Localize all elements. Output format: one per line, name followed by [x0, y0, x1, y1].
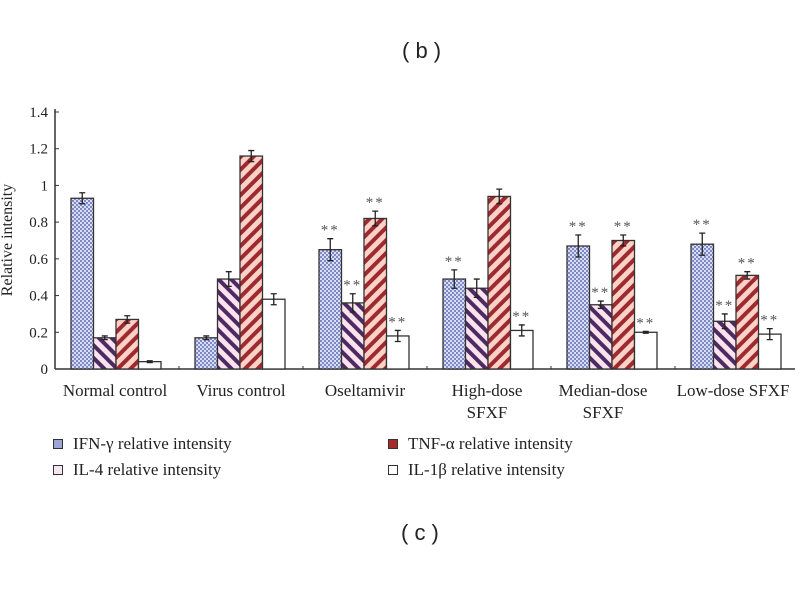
x-tick-label: Median-dose: [559, 381, 648, 400]
significance-label: **: [445, 254, 464, 270]
bar: [566, 245, 591, 370]
legend-item-tnf-alpha: TNF-α relative intensity: [388, 434, 573, 454]
significance-label: **: [343, 278, 362, 294]
error-bar: [744, 271, 751, 280]
x-tick-label: Oseltamivir: [325, 381, 406, 400]
bar: [442, 278, 467, 370]
significance-label: **: [569, 219, 588, 235]
error-bar: [721, 313, 728, 330]
error-bar: [270, 293, 277, 306]
bar: [735, 274, 760, 370]
x-tick-label: High-dose: [452, 381, 523, 400]
error-bar: [349, 293, 356, 313]
bar: [70, 197, 95, 370]
bar: [690, 243, 715, 370]
error-bar: [642, 330, 649, 334]
x-tick-label: SFXF: [583, 403, 624, 422]
bar: [261, 298, 286, 370]
error-bar: [101, 335, 108, 341]
error-bar: [327, 238, 334, 262]
legend-label: IL-4 relative intensity: [73, 460, 222, 479]
x-tick-label: Low-dose SFXF: [677, 381, 790, 400]
y-tick-label: 0.6: [29, 252, 48, 268]
significance-label: **: [614, 219, 633, 235]
error-bar: [79, 192, 86, 205]
error-bar: [248, 149, 255, 163]
top-panel-label: ( b ): [402, 38, 442, 63]
bar: [92, 337, 117, 370]
y-tick-label: 1.4: [29, 105, 48, 121]
bar: [611, 239, 636, 370]
legend-swatch-icon: [388, 439, 398, 449]
legend-item-ifn-gamma: IFN-γ relative intensity: [53, 434, 232, 454]
y-tick-label: 0.8: [29, 215, 48, 231]
y-tick-label: 0.2: [29, 325, 48, 341]
error-bar: [225, 271, 232, 288]
bar: [239, 155, 264, 370]
error-bar: [124, 315, 131, 324]
legend-item-il-1beta: IL-1β relative intensity: [388, 460, 565, 480]
error-bar: [518, 324, 525, 337]
bar: [340, 302, 365, 370]
significance-label: **: [636, 315, 655, 331]
panel-label: ( c ): [401, 520, 439, 545]
y-axis-label: Relative intensity: [0, 184, 16, 296]
legend-label: IL-1β relative intensity: [408, 460, 565, 479]
significance-label: **: [512, 309, 531, 325]
legend-swatch-icon: [53, 439, 63, 449]
error-bar: [496, 188, 503, 205]
bar: [194, 337, 219, 370]
bar: [588, 304, 613, 370]
error-bar: [620, 234, 627, 247]
legend-swatch-icon: [388, 465, 398, 475]
bar: [115, 318, 140, 370]
x-tick-label: Normal control: [63, 381, 168, 400]
bar: [487, 195, 512, 370]
bar: [633, 331, 658, 370]
legend-swatch-icon: [53, 465, 63, 475]
y-tick-label: 0: [41, 362, 49, 378]
error-bar: [473, 278, 480, 299]
bar: [464, 287, 489, 370]
error-bar: [597, 300, 604, 310]
error-bar: [451, 269, 458, 289]
legend-label: IFN-γ relative intensity: [73, 434, 232, 453]
significance-label: **: [591, 285, 610, 301]
error-bar: [575, 234, 582, 258]
legend-item-il-4: IL-4 relative intensity: [53, 460, 221, 480]
error-bar: [146, 360, 153, 364]
significance-label: **: [321, 223, 340, 239]
significance-label: **: [760, 313, 779, 329]
significance-label: **: [715, 298, 734, 314]
error-bar: [203, 335, 210, 341]
x-tick-label: SFXF: [467, 403, 508, 422]
significance-label: **: [693, 217, 712, 233]
significance-label: **: [366, 195, 385, 211]
legend-label: TNF-α relative intensity: [408, 434, 573, 453]
bar: [363, 217, 388, 370]
bar: [216, 278, 241, 370]
error-bar: [766, 327, 773, 341]
error-bar: [699, 232, 706, 256]
x-tick-label: Virus control: [196, 381, 285, 400]
error-bar: [394, 329, 401, 343]
significance-label: **: [388, 314, 407, 330]
y-tick-label: 1.2: [29, 142, 48, 158]
error-bar: [372, 210, 379, 227]
y-tick-label: 0.4: [29, 289, 48, 305]
y-tick-label: 1: [41, 178, 49, 194]
bar: [318, 249, 343, 370]
significance-label: **: [738, 256, 757, 272]
